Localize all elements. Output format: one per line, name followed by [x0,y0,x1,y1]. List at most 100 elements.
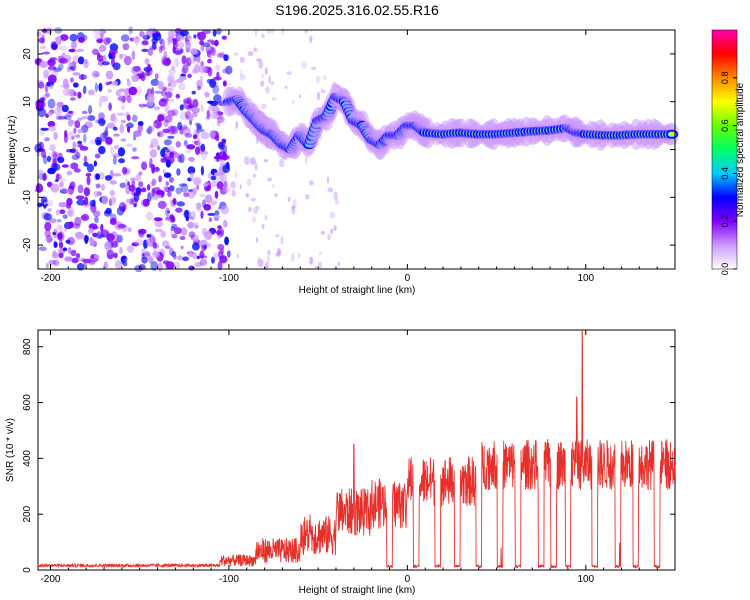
noise-speckle [109,190,116,196]
noise-speckle [182,124,188,130]
noise-speckle [45,234,53,243]
noise-speckle [200,210,204,219]
noise-speckle [316,91,321,101]
noise-speckle [197,202,201,210]
noise-speckle [71,257,79,264]
noise-speckle [68,247,72,255]
noise-speckle [200,143,206,152]
noise-speckle [111,80,119,86]
noise-speckle [71,135,75,140]
noise-speckle [291,100,295,105]
noise-speckle [101,195,109,205]
noise-speckle [164,103,170,114]
noise-speckle [309,35,313,44]
noise-speckle [85,172,92,177]
noise-speckle [68,48,75,53]
noise-speckle [200,131,210,140]
noise-speckle [211,256,215,264]
noise-speckle [65,112,74,117]
noise-speckle [165,159,171,168]
noise-speckle [81,213,90,222]
noise-speckle [68,110,74,114]
noise-speckle [213,214,221,219]
noise-speckle [116,97,125,101]
noise-speckle [197,137,201,148]
noise-speckle [167,125,176,135]
noise-speckle [44,221,52,232]
noise-speckle [134,264,143,273]
noise-speckle [164,149,171,153]
noise-speckle [72,223,81,229]
noise-speckle [310,66,317,71]
noise-speckle [132,66,140,72]
noise-speckle [199,250,205,259]
noise-speckle [118,95,127,102]
noise-speckle [77,144,84,148]
noise-speckle [100,32,104,42]
noise-speckle [200,46,204,52]
noise-speckle [66,170,73,176]
noise-speckle [126,95,132,104]
noise-speckle [205,242,212,248]
noise-speckle [141,199,149,207]
noise-speckle [63,87,70,97]
noise-speckle [147,125,153,135]
noise-speckle [175,207,183,213]
noise-speckle [284,85,288,90]
noise-speckle [98,172,105,180]
noise-speckle [187,166,196,175]
noise-speckle [193,63,201,74]
x-tick-label: 100 [577,273,594,284]
noise-speckle [47,98,56,109]
noise-speckle [213,156,223,160]
noise-speckle [104,175,112,181]
noise-speckle [204,230,213,240]
noise-speckle [40,101,46,108]
noise-speckle [204,91,210,98]
noise-speckle [270,81,275,86]
noise-speckle [83,155,88,163]
noise-speckle [47,167,56,175]
noise-speckle [193,177,202,186]
noise-speckle [131,242,140,247]
x-tick-label: 100 [577,574,594,585]
noise-speckle [98,234,105,238]
noise-speckle [170,125,179,135]
ridge-peak [668,132,676,137]
noise-speckle [137,228,147,235]
y-tick-label: -20 [22,237,33,252]
noise-speckle [95,183,101,189]
noise-speckle [74,120,81,129]
noise-speckle [151,188,155,197]
noise-speckle [209,78,217,89]
noise-speckle [115,89,122,97]
noise-speckle [65,239,71,244]
noise-speckle [221,138,227,143]
noise-speckle [58,248,65,255]
noise-speckle [264,86,270,94]
snr-series-line [37,329,676,569]
noise-speckle [264,67,269,75]
noise-speckle [149,149,158,158]
noise-speckle [59,45,67,51]
noise-speckle [100,119,106,125]
noise-speckle [80,73,85,81]
noise-speckle [110,113,117,122]
noise-speckle [222,219,228,228]
noise-speckle [112,155,117,165]
noise-speckle [52,231,56,236]
noise-speckle [152,250,160,258]
noise-speckle [88,260,96,265]
noise-speckle [145,70,151,77]
noise-speckle [207,212,216,216]
noise-speckle [125,122,134,129]
noise-speckle [93,160,97,167]
noise-speckle [100,229,109,238]
y-tick-label: 800 [22,338,33,355]
noise-speckle [133,130,142,137]
noise-speckle [40,127,49,131]
snr-x-label: Height of straight line (km) [299,585,416,596]
noise-speckle [207,39,215,43]
noise-speckle [98,82,103,92]
noise-speckle [188,231,196,238]
